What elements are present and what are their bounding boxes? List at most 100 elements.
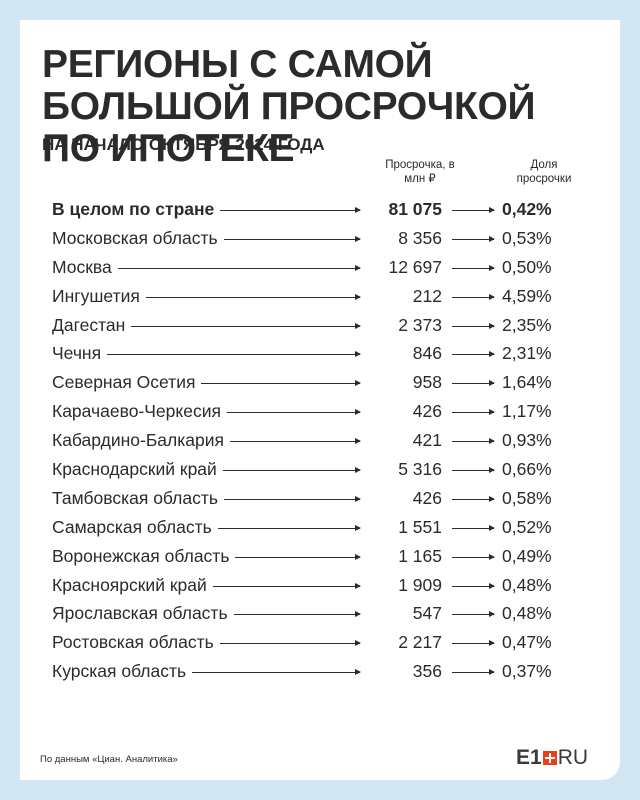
region-name: Московская область: [52, 227, 224, 249]
arrow-icon: [452, 235, 495, 242]
overdue-amount: 5 316: [392, 459, 442, 481]
arrow-icon: [452, 553, 495, 560]
region-name: Воронежская область: [52, 545, 236, 567]
overdue-amount: 212: [406, 285, 442, 307]
arrow-icon: [452, 495, 495, 502]
region-name: Москва: [52, 256, 118, 278]
region-name: Дагестан: [52, 314, 132, 336]
overdue-amount: 547: [406, 603, 442, 625]
overdue-share: 0,37%: [502, 661, 552, 682]
arrow-icon: [452, 380, 495, 387]
table-row: Тамбовская область 426 0,58%: [20, 484, 620, 513]
arrow-icon: [60, 351, 361, 358]
arrow-icon: [452, 669, 495, 676]
overdue-amount: 958: [406, 372, 442, 394]
table-row: Москва 12 697 0,50%: [20, 253, 620, 282]
overdue-share: 0,48%: [502, 603, 552, 624]
overdue-share: 1,17%: [502, 401, 552, 422]
overdue-amount: 1 551: [392, 516, 442, 538]
overdue-amount: 8 356: [392, 227, 442, 249]
table-row: Воронежская область 1 165 0,49%: [20, 542, 620, 571]
arrow-icon: [60, 380, 361, 387]
table-row: Краснодарский край 5 316 0,66%: [20, 455, 620, 484]
table-row: Самарская область 1 551 0,52%: [20, 513, 620, 542]
arrow-icon: [452, 351, 495, 358]
region-name: Тамбовская область: [52, 487, 224, 509]
region-name: Самарская область: [52, 516, 218, 538]
overdue-share: 0,58%: [502, 487, 552, 508]
logo-e1-text: E1: [516, 746, 542, 769]
arrow-icon: [452, 524, 495, 531]
arrow-icon: [452, 293, 495, 300]
overdue-share: 0,42%: [502, 199, 552, 219]
overdue-share: 0,50%: [502, 256, 552, 277]
overdue-amount: 1 909: [392, 574, 442, 596]
column-header-share: Доля просрочки: [516, 159, 572, 185]
overdue-amount: 846: [406, 343, 442, 365]
arrow-icon: [60, 669, 361, 676]
overdue-share: 2,35%: [502, 314, 552, 335]
arrow-icon: [452, 264, 495, 271]
overdue-share: 4,59%: [502, 285, 552, 306]
overdue-amount: 356: [406, 661, 442, 683]
arrow-icon: [452, 322, 495, 329]
table-row: Кабардино-Балкария 421 0,93%: [20, 426, 620, 455]
region-name: Северная Осетия: [52, 372, 202, 394]
table-row: Северная Осетия 958 1,64%: [20, 368, 620, 397]
arrow-icon: [452, 467, 495, 474]
e1-logo: E1 RU: [516, 746, 589, 769]
infographic-card: РЕГИОНЫ С САМОЙ БОЛЬШОЙ ПРОСРОЧКОЙ ПО ИП…: [20, 20, 620, 780]
arrow-icon: [452, 438, 495, 445]
overdue-share: 0,48%: [502, 574, 552, 595]
overdue-share: 0,93%: [502, 430, 552, 451]
data-table: В целом по стране 81 075 0,42% Московская о…: [20, 195, 620, 686]
region-name: Чечня: [52, 343, 108, 365]
table-row: Дагестан 2 373 2,35%: [20, 311, 620, 340]
column-header-amount: Просрочка, в млн ₽: [385, 159, 455, 185]
overdue-amount: 2 373: [392, 314, 442, 336]
table-row: Московская область 8 356 0,53%: [20, 224, 620, 253]
overdue-share: 0,52%: [502, 516, 552, 537]
region-name: Краснодарский край: [52, 459, 223, 481]
region-name: Карачаево-Черкесия: [52, 401, 227, 423]
region-name: Ростовская область: [52, 632, 220, 654]
page-title: РЕГИОНЫ С САМОЙ БОЛЬШОЙ ПРОСРОЧКОЙ ПО ИП…: [42, 43, 536, 170]
overdue-amount: 421: [406, 430, 442, 452]
logo-ru-text: RU: [557, 746, 589, 769]
table-row-total: В целом по стране 81 075 0,42%: [20, 195, 620, 224]
table-row: Чечня 846 2,31%: [20, 339, 620, 368]
source-note: По данным «Циан. Аналитика»: [40, 754, 178, 765]
table-row: Красноярский край 1 909 0,48%: [20, 571, 620, 600]
region-name: Красноярский край: [52, 574, 213, 596]
arrow-icon: [452, 611, 495, 618]
arrow-icon: [452, 207, 495, 213]
table-row: Карачаево-Черкесия 426 1,17%: [20, 397, 620, 426]
overdue-share: 0,53%: [502, 227, 552, 248]
overdue-share: 1,64%: [502, 372, 552, 393]
overdue-amount: 426: [406, 401, 442, 423]
arrow-icon: [60, 264, 361, 271]
region-name: Кабардино-Балкария: [52, 430, 231, 452]
region-name: Ингушетия: [52, 285, 146, 307]
region-name: В целом по стране: [52, 199, 221, 220]
overdue-share: 2,31%: [502, 343, 552, 364]
overdue-amount: 426: [406, 487, 442, 509]
overdue-share: 0,47%: [502, 632, 552, 653]
page-subtitle: НА НАЧАЛО ОКТЯБРЯ 2024 ГОДА: [42, 135, 325, 154]
plus-icon: [542, 751, 557, 765]
region-name: Курская область: [52, 661, 193, 683]
arrow-icon: [452, 640, 495, 647]
arrow-icon: [60, 322, 361, 329]
overdue-amount: 12 697: [382, 256, 442, 278]
overdue-share: 0,66%: [502, 459, 552, 480]
overdue-share: 0,49%: [502, 545, 552, 566]
table-row: Ингушетия 212 4,59%: [20, 282, 620, 311]
arrow-icon: [452, 409, 495, 416]
table-row: Ярославская область 547 0,48%: [20, 599, 620, 628]
region-name: Ярославская область: [52, 603, 234, 625]
overdue-amount: 2 217: [392, 632, 442, 654]
table-row: Ростовская область 2 217 0,47%: [20, 628, 620, 657]
overdue-amount: 81 075: [382, 199, 442, 220]
arrow-icon: [60, 293, 361, 300]
overdue-amount: 1 165: [392, 545, 442, 567]
